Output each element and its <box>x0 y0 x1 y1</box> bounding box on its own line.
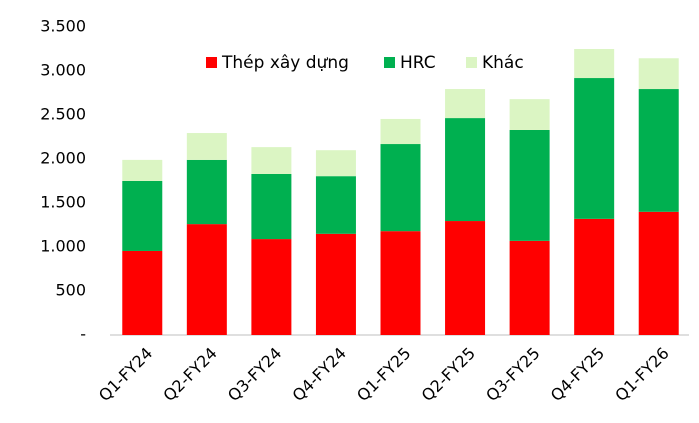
y-tick-label: - <box>80 325 86 344</box>
x-tick-label: Q1-FY24 <box>95 344 156 405</box>
bar-segment <box>445 118 486 222</box>
x-tick-label: Q4-FY25 <box>547 344 608 405</box>
x-tick-label: Q3-FY24 <box>224 344 285 405</box>
bar-segment <box>638 89 679 212</box>
bar-segment <box>380 118 421 145</box>
bar-segment <box>638 58 679 90</box>
y-tick-label: 1.000 <box>40 237 86 256</box>
y-tick-label: 2.000 <box>40 149 86 168</box>
bar-segment <box>380 231 421 335</box>
bar-segment <box>380 144 421 232</box>
bar-segment <box>574 218 615 335</box>
bar-segment <box>315 233 356 335</box>
x-tick-label: Q2-FY25 <box>418 344 479 405</box>
legend-label: Thép xây dựng <box>221 53 349 73</box>
bar-segment <box>186 133 227 160</box>
x-tick-label: Q4-FY24 <box>289 344 350 405</box>
bar-segment <box>186 159 227 225</box>
x-tick-label: Q1-FY25 <box>353 344 414 405</box>
bar-segment <box>122 159 163 181</box>
bar-segment <box>509 129 550 241</box>
legend-label: Khác <box>482 53 524 73</box>
bar-segment <box>315 150 356 177</box>
bar-segment <box>251 147 292 174</box>
y-tick-label: 2.500 <box>40 105 86 124</box>
y-tick-label: 1.500 <box>40 193 86 212</box>
legend-swatch <box>466 57 477 68</box>
x-tick-label: Q2-FY24 <box>159 344 220 405</box>
bar-segment <box>574 49 615 79</box>
bar-segment <box>509 99 550 130</box>
y-tick-label: 3.000 <box>40 61 86 80</box>
bar-segment <box>445 89 486 119</box>
y-tick-label: 3.500 <box>40 17 86 36</box>
legend-swatch <box>206 57 217 68</box>
bar-segment <box>186 224 227 335</box>
x-tick-label: Q3-FY25 <box>482 344 543 405</box>
legend-swatch <box>384 57 395 68</box>
x-tick-label: Q1-FY26 <box>611 344 672 405</box>
bar-segment <box>122 181 163 251</box>
bar-segment <box>509 240 550 335</box>
bar-segment <box>638 211 679 335</box>
bar-segment <box>251 239 292 335</box>
legend-label: HRC <box>400 53 436 73</box>
bar-segment <box>122 250 163 335</box>
y-tick-label: 500 <box>55 281 86 300</box>
bar-segment <box>574 78 615 219</box>
bar-segment <box>251 173 292 240</box>
bar-segment <box>315 176 356 234</box>
bar-segment <box>445 221 486 335</box>
